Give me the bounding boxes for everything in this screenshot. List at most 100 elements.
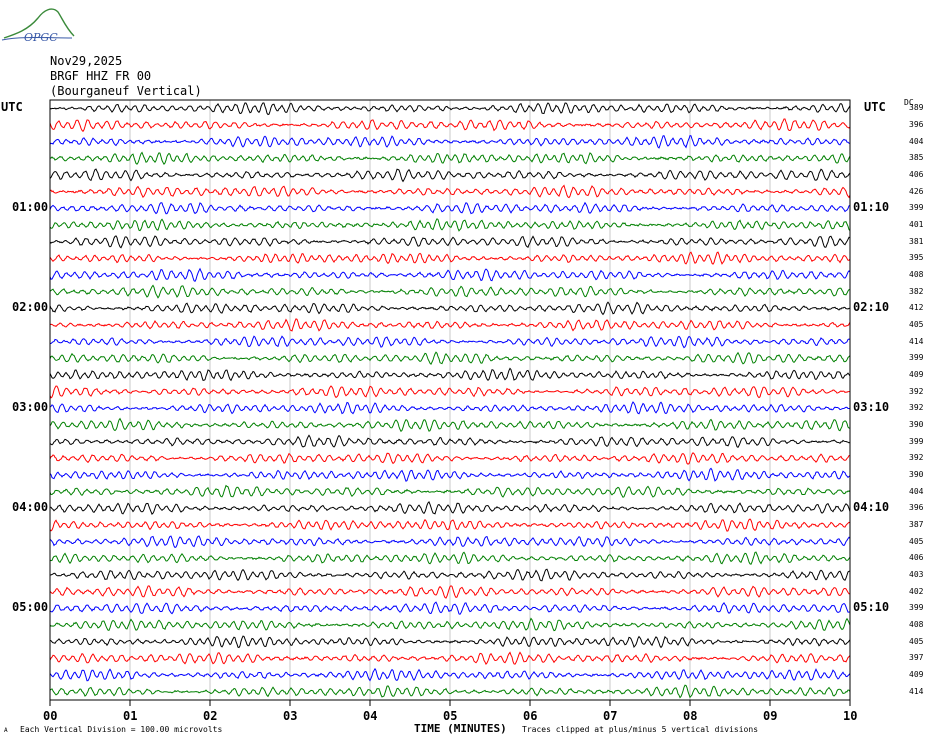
dc-column-label: DC <box>904 98 914 107</box>
dc-offset-value: 392 <box>909 453 924 463</box>
dc-offset-value: 426 <box>909 186 924 196</box>
x-tick-label: 07 <box>603 709 618 723</box>
seismic-trace <box>49 452 850 465</box>
scale-note: Each Vertical Division = 100.00 microvol… <box>20 725 223 734</box>
seismic-trace <box>50 501 851 515</box>
seismic-trace <box>49 284 851 299</box>
dc-offset-value: 405 <box>909 636 924 646</box>
seismic-trace <box>49 601 851 615</box>
seismic-trace <box>49 318 851 332</box>
dc-offset-value: 399 <box>909 603 924 613</box>
seismic-trace <box>49 135 850 149</box>
dc-offset-value: 389 <box>909 103 924 113</box>
time-label: 01:10 <box>853 200 890 215</box>
seismic-trace <box>49 684 851 699</box>
seismic-trace <box>49 585 851 599</box>
dc-offset-value: 404 <box>909 136 924 146</box>
seismic-trace <box>49 118 851 133</box>
logo-underline-icon <box>1 37 73 41</box>
seismic-trace <box>49 484 851 498</box>
dc-offset-value: 390 <box>909 470 924 479</box>
seismic-trace <box>49 535 851 549</box>
x-tick-label: 05 <box>443 709 458 723</box>
dc-offset-value: 406 <box>909 553 924 563</box>
dc-offset-value: 396 <box>909 503 924 513</box>
dc-offset-value: 387 <box>909 520 924 529</box>
dc-offset-value: 403 <box>909 570 924 579</box>
x-tick-label: 08 <box>683 709 698 723</box>
dc-offset-value: 397 <box>909 653 924 663</box>
dc-offset-value: 382 <box>909 286 924 296</box>
dc-offset-value: 390 <box>909 420 924 429</box>
grid-lines <box>129 100 771 700</box>
x-tick-label: 10 <box>843 709 858 723</box>
seismic-trace <box>49 235 851 249</box>
time-label: 03:10 <box>853 400 890 415</box>
seismic-trace <box>49 651 851 665</box>
dc-offset-value: 408 <box>909 620 924 629</box>
seismic-trace <box>49 434 851 448</box>
dc-offset-value: 414 <box>909 686 924 696</box>
logo-text: OPGC <box>24 31 58 44</box>
dc-offset-value: 395 <box>909 253 924 263</box>
seismic-trace <box>49 467 851 482</box>
dc-offset-value: 385 <box>909 153 924 163</box>
x-axis-label: TIME (MINUTES) <box>414 722 507 735</box>
trace-layer <box>49 102 851 699</box>
x-tick-label: 09 <box>763 709 778 723</box>
station-code: BRGF HHZ FR 00 <box>50 69 152 83</box>
seismic-trace <box>49 635 851 649</box>
dc-offset-value: 412 <box>909 303 924 313</box>
seismic-trace <box>49 551 851 565</box>
dc-offset-value: 408 <box>909 270 924 279</box>
dc-offset-value: 414 <box>909 336 924 346</box>
dc-offset-value: 392 <box>909 386 924 396</box>
seismic-trace <box>49 401 851 415</box>
x-tick-label: 03 <box>283 709 298 723</box>
seismic-trace <box>49 267 851 283</box>
x-axis-ticks <box>49 700 851 706</box>
logo: OPGC <box>1 8 75 44</box>
time-label: 02:10 <box>853 300 890 315</box>
x-tick-label: 00 <box>43 709 58 723</box>
seismic-trace <box>49 385 851 399</box>
dc-offset-value: 392 <box>909 403 924 413</box>
dc-offset-value: 399 <box>909 203 924 213</box>
x-tick-label: 01 <box>123 709 138 723</box>
seismic-trace <box>49 102 851 116</box>
recording-date: Nov29,2025 <box>50 54 123 68</box>
time-label: 01:00 <box>12 200 49 215</box>
time-label: 02:00 <box>12 300 49 315</box>
seismic-trace <box>49 251 851 265</box>
dc-offset-value: 409 <box>909 370 924 379</box>
logo-swoosh-icon <box>3 8 75 39</box>
seismic-trace <box>50 335 851 349</box>
seismic-trace <box>49 351 851 366</box>
seismic-trace <box>49 168 851 183</box>
dc-offset-value: 409 <box>909 670 924 679</box>
seismic-trace <box>49 367 851 382</box>
dc-offset-value: 405 <box>909 536 924 546</box>
seismic-trace <box>49 667 851 682</box>
seismic-trace <box>49 201 851 215</box>
dc-offset-value: 399 <box>909 353 924 363</box>
seismic-trace <box>49 617 851 632</box>
scale-mark: A <box>4 727 8 734</box>
seismic-trace <box>49 518 851 532</box>
seismic-trace <box>49 184 851 199</box>
station-location: (Bourganeuf Vertical) <box>50 84 202 98</box>
dc-offset-value: 406 <box>909 170 924 179</box>
x-tick-label: 02 <box>203 709 218 723</box>
x-tick-label: 04 <box>363 709 378 723</box>
dc-offset-value: 381 <box>909 236 924 246</box>
clip-note: Traces clipped at plus/minus 5 vertical … <box>522 725 759 734</box>
dc-offset-value: 405 <box>909 320 924 329</box>
seismic-trace <box>49 417 851 433</box>
dc-offset-value: 401 <box>909 220 924 229</box>
seismic-trace <box>49 301 851 316</box>
right-axis-label: UTC <box>864 100 886 114</box>
dc-offset-value: 402 <box>909 586 924 596</box>
x-tick-label: 06 <box>523 709 538 723</box>
time-label: 05:00 <box>12 600 49 615</box>
